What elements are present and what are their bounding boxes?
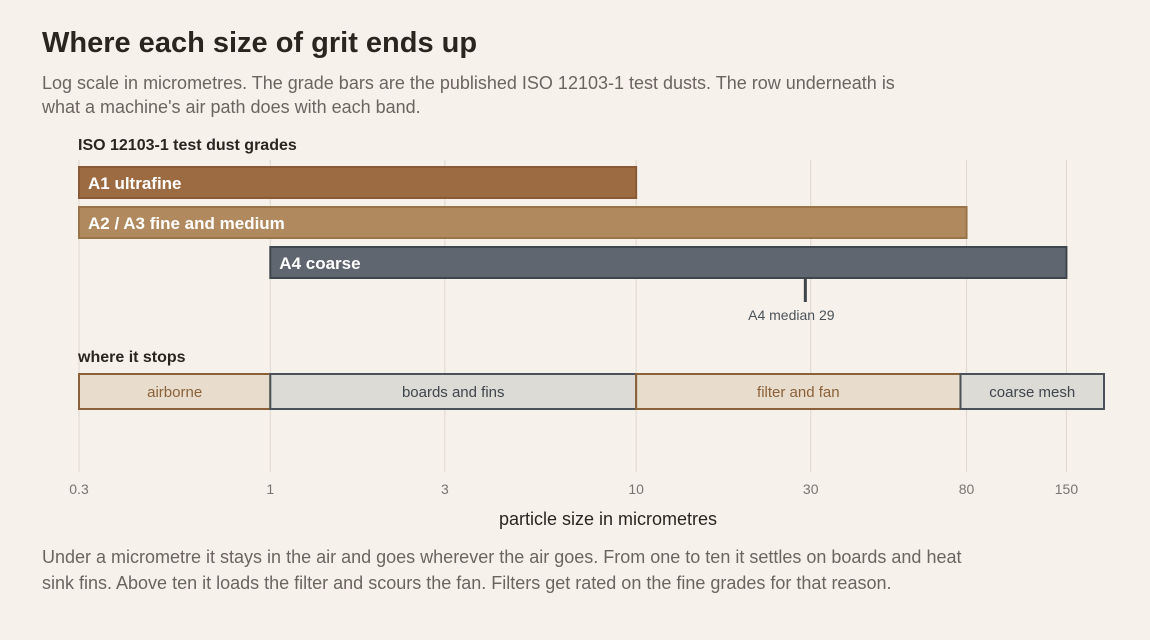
zone-bar [959,373,1105,410]
chart-title: Where each size of grit ends up [42,27,478,59]
grade-bar-label: A2 / A3 fine and medium [88,214,285,233]
grades-heading: ISO 12103-1 test dust grades [78,137,297,154]
zone-label: airborne [147,384,202,401]
grade-bar-label: A1 ultrafine [88,174,182,193]
grade-bar [269,246,1068,279]
x-tick-label: 10 [628,481,644,497]
grade-bar [78,206,968,239]
zone-label: filter and fan [757,384,840,401]
median-label: A4 median 29 [748,307,835,323]
grade-bar-label: A4 coarse [279,254,360,273]
zones-heading: where it stops [77,349,186,366]
zone-bar [635,373,962,410]
x-tick-label: 1 [266,481,274,497]
x-axis-label: particle size in micrometres [499,509,717,529]
zone-label: boards and fins [402,384,505,401]
chart-footnote: Under a micrometre it stays in the air a… [42,547,962,593]
x-tick-label: 150 [1055,481,1079,497]
x-tick-label: 80 [959,481,975,497]
zone-label: coarse mesh [989,384,1075,401]
chart-subtitle: Log scale in micrometres. The grade bars… [42,73,895,117]
x-tick-label: 0.3 [69,481,89,497]
x-tick-label: 30 [803,481,819,497]
grade-bar [78,166,638,199]
x-tick-label: 3 [441,481,449,497]
